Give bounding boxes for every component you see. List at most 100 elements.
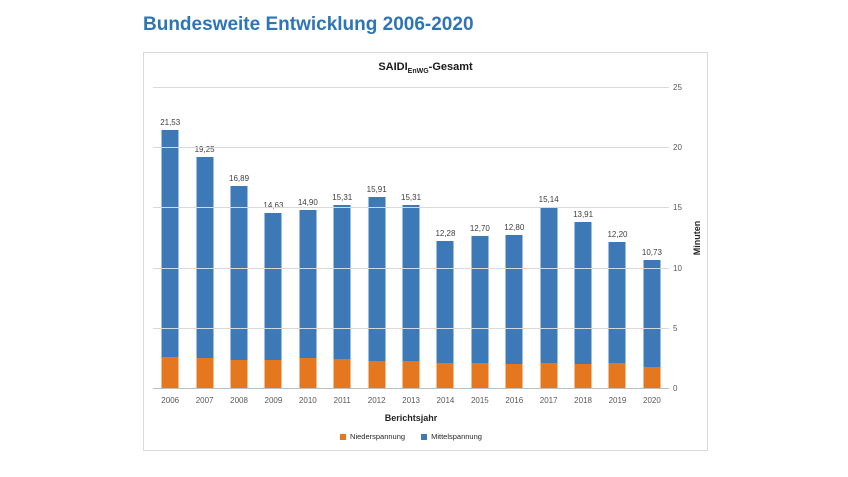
bar-value-label: 12,20 bbox=[607, 230, 628, 240]
y-tick-label-20: 20 bbox=[673, 143, 682, 153]
mittelspannung-swatch-icon bbox=[421, 433, 428, 440]
bar-segment-mittelspannung bbox=[540, 206, 558, 364]
bar-value-label: 15,31 bbox=[401, 192, 422, 202]
bar-segment-niederspannung bbox=[299, 357, 317, 389]
bar-segment-mittelspannung bbox=[608, 242, 626, 363]
bar-value-label: 16,89 bbox=[229, 173, 250, 183]
bar-2006 bbox=[161, 129, 179, 389]
bar-segment-niederspannung bbox=[643, 366, 661, 389]
y-tick-label-5: 5 bbox=[673, 323, 678, 333]
bar-value-label: 21,53 bbox=[160, 117, 181, 127]
bar-segment-niederspannung bbox=[608, 362, 626, 389]
bar-cell-2016: 12,80 2016 bbox=[497, 88, 531, 405]
bar-2018 bbox=[574, 221, 592, 389]
bar-segment-mittelspannung bbox=[643, 259, 661, 367]
x-tick-label-2012: 2012 bbox=[367, 396, 386, 405]
legend-item-mittelspannung: Mittelspannung bbox=[421, 432, 482, 441]
plot-area: 21,53 2006 19,25 2007 16,89 2008 14,63 2009 14,9… bbox=[153, 83, 682, 405]
y-axis-title: Minuten bbox=[692, 220, 702, 256]
bar-segment-mittelspannung bbox=[471, 236, 489, 363]
bar-segment-niederspannung bbox=[196, 358, 214, 389]
bar-segment-mittelspannung bbox=[436, 241, 454, 364]
x-tick-label-2017: 2017 bbox=[539, 396, 558, 405]
x-tick-label-2006: 2006 bbox=[161, 396, 180, 405]
bar-segment-niederspannung bbox=[161, 356, 179, 389]
bar-value-label: 14,63 bbox=[263, 200, 284, 210]
bar-value-label: 13,91 bbox=[573, 209, 594, 219]
bar-segment-niederspannung bbox=[505, 364, 523, 389]
bar-segment-mittelspannung bbox=[368, 197, 386, 361]
bar-2014 bbox=[436, 241, 454, 389]
bar-segment-niederspannung bbox=[540, 363, 558, 389]
bar-value-label: 15,31 bbox=[332, 192, 353, 202]
bar-value-label: 19,25 bbox=[194, 145, 215, 155]
bar-value-label: 15,14 bbox=[538, 194, 559, 204]
bar-2020 bbox=[643, 259, 661, 389]
x-tick-label-2015: 2015 bbox=[470, 396, 489, 405]
bar-cell-2007: 19,25 2007 bbox=[187, 88, 221, 405]
bar-segment-niederspannung bbox=[230, 359, 248, 389]
bar-cell-2006: 21,53 2006 bbox=[153, 88, 187, 405]
gridline-0 bbox=[153, 388, 669, 389]
bar-value-label: 14,90 bbox=[297, 197, 318, 207]
bar-2009 bbox=[264, 212, 282, 389]
bar-segment-niederspannung bbox=[333, 358, 351, 389]
x-tick-label-2007: 2007 bbox=[195, 396, 214, 405]
bar-segment-mittelspannung bbox=[299, 209, 317, 358]
y-tick-label-10: 10 bbox=[673, 263, 682, 273]
x-tick-label-2011: 2011 bbox=[333, 396, 351, 405]
bar-2015 bbox=[471, 236, 489, 389]
gridline-10 bbox=[153, 267, 669, 269]
bar-cell-2020: 10,73 2020 bbox=[635, 88, 669, 405]
bar-segment-mittelspannung bbox=[264, 212, 282, 361]
bar-2013 bbox=[402, 204, 420, 389]
chart-legend: Niederspannung Mittelspannung bbox=[153, 432, 669, 441]
bar-2017 bbox=[540, 206, 558, 389]
legend-label: Niederspannung bbox=[350, 432, 406, 441]
bar-segment-niederspannung bbox=[574, 363, 592, 389]
bar-value-label: 12,70 bbox=[469, 224, 490, 234]
niederspannung-swatch-icon bbox=[340, 433, 347, 440]
bar-segment-mittelspannung bbox=[333, 204, 351, 359]
y-tick-label-15: 15 bbox=[673, 203, 682, 213]
bar-segment-mittelspannung bbox=[402, 204, 420, 361]
chart-title: SAIDIEnWG-Gesamt bbox=[144, 61, 707, 75]
bar-cell-2014: 12,28 2014 bbox=[428, 88, 462, 405]
bar-2008 bbox=[230, 185, 248, 389]
x-tick-label-2016: 2016 bbox=[505, 396, 524, 405]
chart-title-main: SAIDI bbox=[378, 61, 408, 73]
x-tick-label-2009: 2009 bbox=[264, 396, 283, 405]
bar-value-label: 12,80 bbox=[504, 222, 525, 232]
bar-segment-mittelspannung bbox=[230, 185, 248, 360]
legend-label: Mittelspannung bbox=[431, 432, 482, 441]
x-tick-label-2013: 2013 bbox=[402, 396, 420, 405]
y-tick-label-0: 0 bbox=[673, 384, 678, 393]
bar-value-label: 15,91 bbox=[366, 185, 387, 195]
chart-title-suffix: -Gesamt bbox=[428, 61, 473, 73]
bar-cell-2012: 15,91 2012 bbox=[359, 88, 393, 405]
bar-segment-niederspannung bbox=[402, 360, 420, 389]
page-title: Bundesweite Entwicklung 2006-2020 bbox=[143, 14, 474, 35]
saidi-chart-panel: SAIDIEnWG-Gesamt 21,53 2006 19,25 2007 16,89… bbox=[143, 52, 708, 451]
bar-segment-mittelspannung bbox=[574, 221, 592, 364]
bar-segment-niederspannung bbox=[368, 360, 386, 389]
bar-segment-niederspannung bbox=[436, 363, 454, 389]
gridline-15 bbox=[153, 207, 669, 209]
gridline-20 bbox=[153, 147, 669, 149]
gridline-25 bbox=[153, 87, 669, 88]
bar-cell-2010: 14,90 2010 bbox=[291, 88, 325, 405]
bar-2016 bbox=[505, 234, 523, 389]
x-tick-label-2010: 2010 bbox=[298, 396, 317, 405]
chart-title-subscript: EnWG bbox=[407, 68, 429, 76]
bar-value-label: 12,28 bbox=[435, 229, 456, 239]
bar-series-container: 21,53 2006 19,25 2007 16,89 2008 14,63 2009 14,9… bbox=[153, 88, 669, 405]
bar-2010 bbox=[299, 209, 317, 389]
bar-cell-2018: 13,91 2018 bbox=[566, 88, 600, 405]
bar-segment-mittelspannung bbox=[505, 234, 523, 365]
bar-cell-2015: 12,70 2015 bbox=[463, 88, 497, 405]
bar-value-label: 10,73 bbox=[641, 247, 662, 257]
bar-2019 bbox=[608, 242, 626, 389]
bar-2011 bbox=[333, 204, 351, 389]
x-axis-title: Berichtsjahr bbox=[384, 413, 438, 423]
